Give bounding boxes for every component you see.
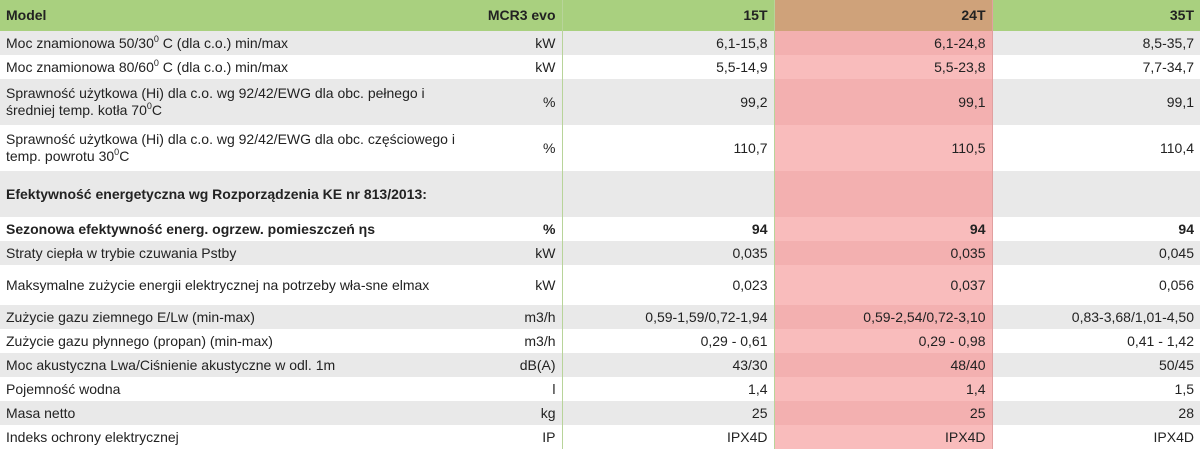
section-heading: Efektywność energetyczna wg Rozporządzen…: [0, 171, 470, 217]
row-value-35t: 1,5: [992, 377, 1200, 401]
row-value-15t: 1,4: [562, 377, 775, 401]
row-value-24t: 6,1-24,8: [773, 31, 993, 55]
row-label: Moc znamionowa 50/300 C (dla c.o.) min/m…: [0, 31, 470, 55]
row-unit: kW: [470, 31, 563, 55]
row-value-35t: 99,1: [992, 79, 1200, 125]
table-row: Masa netto kg 25 25 28: [0, 401, 1200, 425]
row-value-35t: 110,4: [992, 125, 1200, 171]
row-value-15t: 94: [562, 217, 775, 241]
row-label: Masa netto: [0, 401, 470, 425]
row-value-15t: 43/30: [562, 353, 775, 377]
row-unit: kW: [470, 55, 563, 79]
table-row: Sezonowa efektywność energ. ogrzew. pomi…: [0, 217, 1200, 241]
header-24t: 24T: [773, 0, 993, 31]
row-value-35t: 7,7-34,7: [992, 55, 1200, 79]
table-header-row: Model MCR3 evo 15T 24T 35T: [0, 0, 1200, 31]
table-row: Moc znamionowa 50/300 C (dla c.o.) min/m…: [0, 31, 1200, 55]
row-label: Zużycie gazu płynnego (propan) (min-max): [0, 329, 470, 353]
row-label: Sprawność użytkowa (Hi) dla c.o. wg 92/4…: [0, 79, 470, 125]
row-value-15t: 6,1-15,8: [562, 31, 775, 55]
header-model: Model: [0, 0, 470, 31]
row-value-15t: 99,2: [562, 79, 775, 125]
row-unit: %: [470, 217, 563, 241]
row-unit: IP: [470, 425, 563, 449]
table-row: Pojemność wodna l 1,4 1,4 1,5: [0, 377, 1200, 401]
row-label: Indeks ochrony elektrycznej: [0, 425, 470, 449]
row-value-15t: 5,5-14,9: [562, 55, 775, 79]
row-value-24t: 0,29 - 0,98: [773, 329, 993, 353]
table-row: Moc akustyczna Lwa/Ciśnienie akustyczne …: [0, 353, 1200, 377]
row-value-24t: 25: [773, 401, 993, 425]
table-row: Zużycie gazu ziemnego E/Lw (min-max) m3/…: [0, 305, 1200, 329]
row-value-24t: IPX4D: [773, 425, 993, 449]
row-unit: kW: [470, 265, 563, 305]
row-value-24t: 0,035: [773, 241, 993, 265]
row-value-35t: 0,41 - 1,42: [992, 329, 1200, 353]
row-label: Zużycie gazu ziemnego E/Lw (min-max): [0, 305, 470, 329]
table-row: Maksymalne zużycie energii elektrycznej …: [0, 265, 1200, 305]
row-unit: kg: [470, 401, 563, 425]
row-unit: l: [470, 377, 563, 401]
row-value-24t: 1,4: [773, 377, 993, 401]
row-label: Sezonowa efektywność energ. ogrzew. pomi…: [0, 217, 470, 241]
section-heading-row: Efektywność energetyczna wg Rozporządzen…: [0, 171, 1200, 217]
row-value-35t: 8,5-35,7: [992, 31, 1200, 55]
row-label: Straty ciepła w trybie czuwania Pstby: [0, 241, 470, 265]
row-unit: %: [470, 79, 563, 125]
row-value-15t: 25: [562, 401, 775, 425]
row-unit: %: [470, 125, 563, 171]
table-row: Sprawność użytkowa (Hi) dla c.o. wg 92/4…: [0, 125, 1200, 171]
row-value-35t: [992, 171, 1200, 217]
row-value-15t: [562, 171, 775, 217]
row-value-15t: 0,023: [562, 265, 775, 305]
header-series: MCR3 evo: [470, 0, 563, 31]
row-value-24t: 0,037: [773, 265, 993, 305]
table-row: Straty ciepła w trybie czuwania Pstby kW…: [0, 241, 1200, 265]
row-value-24t: 5,5-23,8: [773, 55, 993, 79]
row-value-15t: 0,59-1,59/0,72-1,94: [562, 305, 775, 329]
table-row: Zużycie gazu płynnego (propan) (min-max)…: [0, 329, 1200, 353]
row-unit: kW: [470, 241, 563, 265]
row-value-24t: 94: [773, 217, 993, 241]
table-row: Sprawność użytkowa (Hi) dla c.o. wg 92/4…: [0, 79, 1200, 125]
row-value-35t: 28: [992, 401, 1200, 425]
row-value-24t: 110,5: [773, 125, 993, 171]
row-value-24t: 48/40: [773, 353, 993, 377]
table-row: Indeks ochrony elektrycznej IP IPX4D IPX…: [0, 425, 1200, 449]
header-15t: 15T: [562, 0, 775, 31]
header-35t: 35T: [992, 0, 1200, 31]
row-value-35t: 0,83-3,68/1,01-4,50: [992, 305, 1200, 329]
row-value-35t: IPX4D: [992, 425, 1200, 449]
row-value-35t: 50/45: [992, 353, 1200, 377]
row-unit: m3/h: [470, 305, 563, 329]
row-value-15t: 0,035: [562, 241, 775, 265]
row-label: Pojemność wodna: [0, 377, 470, 401]
row-value-35t: 94: [992, 217, 1200, 241]
row-value-15t: 110,7: [562, 125, 775, 171]
row-unit: [470, 171, 563, 217]
row-value-24t: 0,59-2,54/0,72-3,10: [773, 305, 993, 329]
row-label: Moc znamionowa 80/600 C (dla c.o.) min/m…: [0, 55, 470, 79]
spec-table: Model MCR3 evo 15T 24T 35T Moc znamionow…: [0, 0, 1200, 449]
row-value-35t: 0,045: [992, 241, 1200, 265]
row-label: Moc akustyczna Lwa/Ciśnienie akustyczne …: [0, 353, 470, 377]
row-unit: m3/h: [470, 329, 563, 353]
table-row: Moc znamionowa 80/600 C (dla c.o.) min/m…: [0, 55, 1200, 79]
row-value-15t: 0,29 - 0,61: [562, 329, 775, 353]
row-label: Maksymalne zużycie energii elektrycznej …: [0, 265, 470, 305]
row-value-35t: 0,056: [992, 265, 1200, 305]
row-value-24t: 99,1: [773, 79, 993, 125]
row-value-15t: IPX4D: [562, 425, 775, 449]
row-unit: dB(A): [470, 353, 563, 377]
row-label: Sprawność użytkowa (Hi) dla c.o. wg 92/4…: [0, 125, 470, 171]
row-value-24t: [773, 171, 993, 217]
